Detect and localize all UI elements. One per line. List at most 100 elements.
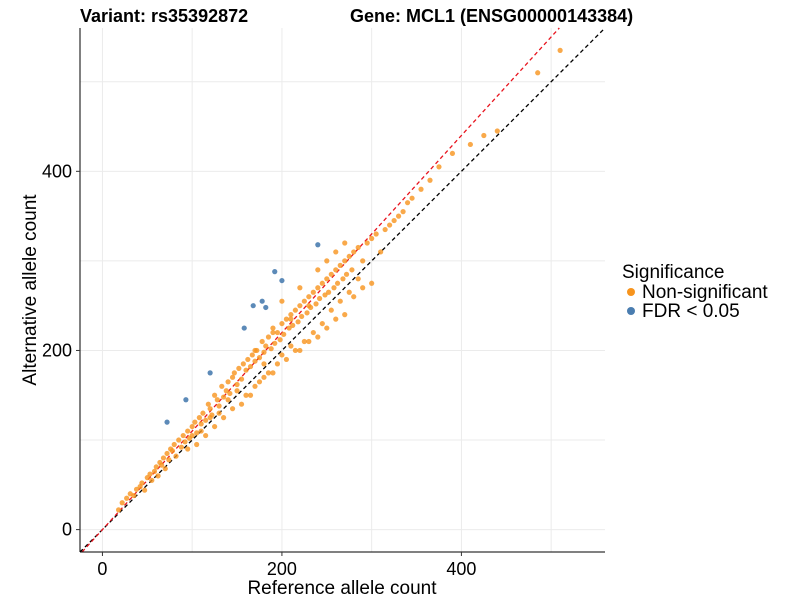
point-non-significant [159,462,165,468]
point-fdr-significant [263,304,269,311]
point-non-significant [216,410,222,416]
point-non-significant [333,267,339,273]
point-non-significant [256,355,263,361]
point-non-significant [387,222,393,228]
point-non-significant [185,428,191,434]
point-non-significant [259,338,265,345]
point-non-significant [270,329,276,336]
point-non-significant [207,415,213,421]
point-non-significant [212,392,218,398]
point-non-significant [324,258,330,264]
point-non-significant [373,231,379,237]
point-non-significant [295,319,301,325]
point-non-significant [225,397,231,403]
point-non-significant [310,289,316,295]
point-non-significant [322,292,328,298]
point-non-significant [292,307,298,313]
point-non-significant [139,480,145,486]
point-non-significant [304,310,310,316]
point-fdr-significant [272,269,278,275]
tick-labels: 0 200 400 0 200 400 [42,161,476,579]
point-non-significant [229,374,236,380]
point-non-significant [231,370,237,376]
legend-label: FDR < 0.05 [642,301,740,322]
point-non-significant [207,406,213,412]
point-non-significant [236,365,242,371]
point-non-significant [189,423,195,430]
point-non-significant [313,301,319,307]
point-non-significant [449,150,456,157]
point-non-significant [333,316,339,322]
point-non-significant [494,128,500,134]
point-non-significant [261,361,267,367]
point-non-significant [214,397,220,403]
point-non-significant [240,361,246,367]
point-non-significant [227,390,233,397]
point-non-significant [225,379,231,385]
point-non-significant [467,141,473,148]
legend-key [627,288,635,296]
point-non-significant [261,374,267,380]
point-non-significant [151,468,158,474]
point-non-significant [297,303,303,309]
x-tick-label: 0 [97,559,107,579]
point-non-significant [378,249,384,255]
point-non-significant [243,392,249,398]
point-non-significant [265,370,272,376]
point-non-significant [252,347,258,354]
point-non-significant [203,417,209,423]
point-non-significant [279,298,285,304]
point-non-significant [409,195,415,201]
point-non-significant [149,477,155,483]
point-non-significant [203,432,209,439]
point-non-significant [288,343,294,349]
point-fdr-significant [164,419,170,425]
point-non-significant [337,262,343,268]
point-non-significant [395,213,402,219]
point-non-significant [279,320,285,327]
point-non-significant [178,444,185,450]
point-non-significant [144,475,150,481]
point-non-significant [351,294,357,300]
point-non-significant [185,446,191,452]
point-non-significant [238,401,245,407]
point-non-significant [317,295,323,302]
point-non-significant [234,381,240,388]
point-non-significant [400,209,406,215]
point-non-significant [360,258,366,264]
point-non-significant [272,340,278,346]
chart-title-variant: Variant: rs35392872 [80,6,248,26]
point-fdr-significant [250,303,256,309]
point-non-significant [355,244,361,251]
point-non-significant [252,358,258,364]
point-non-significant [328,271,334,277]
point-non-significant [194,430,200,436]
point-non-significant [220,415,227,421]
point-non-significant [301,298,307,304]
point-non-significant [342,240,348,246]
point-non-significant [286,325,292,331]
point-non-significant [279,352,285,358]
x-axis-label: Reference allele count [247,578,437,599]
legend-key [627,307,635,315]
point-non-significant [124,495,130,501]
point-non-significant [391,217,397,224]
point-non-significant [270,370,276,376]
point-non-significant [349,267,355,273]
point-non-significant [301,338,307,345]
point-non-significant [263,343,269,349]
point-non-significant [268,346,274,352]
point-fdr-significant [259,298,265,304]
point-non-significant [382,226,388,233]
point-non-significant [216,403,222,409]
point-non-significant [328,307,334,313]
point-fdr-significant [183,397,189,403]
point-non-significant [337,298,343,304]
point-non-significant [277,337,283,343]
point-non-significant [256,379,263,385]
point-non-significant [297,347,303,354]
point-non-significant [315,334,321,340]
point-non-significant [164,450,170,457]
